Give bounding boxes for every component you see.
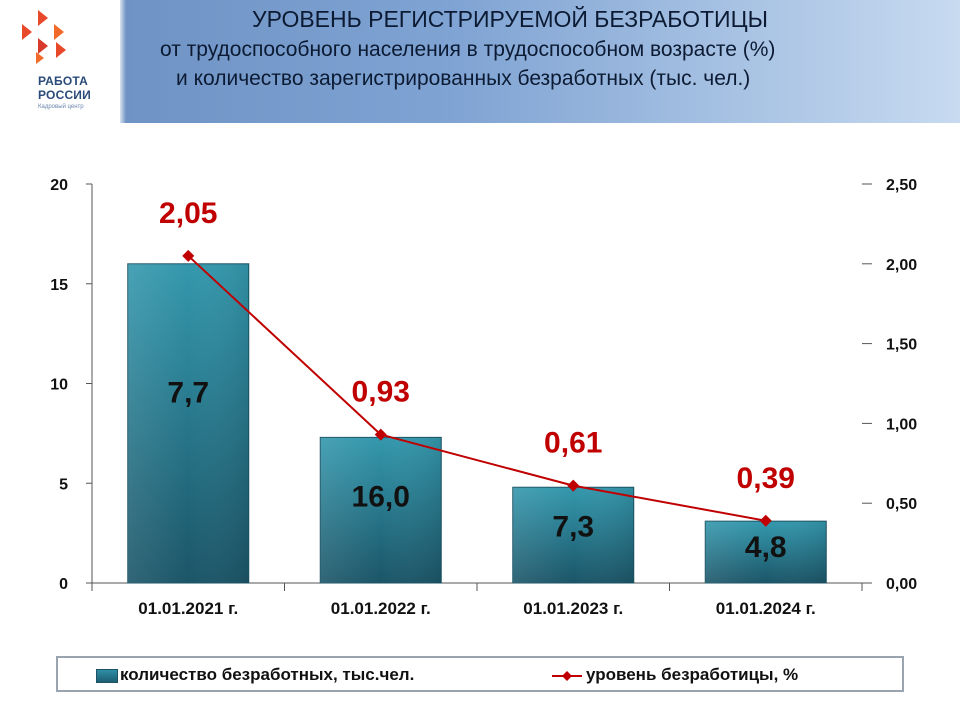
legend-label-bars: количество безработных, тыс.чел. (120, 665, 415, 684)
logo-icon (22, 10, 66, 64)
bar-data-label: 7,3 (552, 511, 594, 544)
left-axis-tick-label: 10 (50, 377, 68, 394)
bar-data-label: 7,7 (167, 376, 209, 409)
logo-chevron-5 (56, 42, 66, 58)
line-marker (182, 249, 195, 262)
line-marker (759, 514, 772, 527)
line-data-label: 0,93 (352, 376, 410, 409)
bar-data-label: 16,0 (352, 481, 410, 514)
logo-chevron-4 (38, 38, 48, 54)
line-series (182, 249, 772, 527)
right-axis-tick-label: 2,50 (886, 177, 917, 194)
line-data-label: 2,05 (159, 197, 217, 230)
data-labels: 7,7 16,0 7,3 4,8 2,05 0,93 0,61 0,39 (159, 197, 795, 564)
right-axis-tick-label: 1,00 (886, 416, 917, 433)
logo-chevron-6 (36, 52, 44, 64)
line-path (187, 255, 766, 522)
bar-shade (320, 437, 442, 583)
title-line2: от трудоспособного населения в трудоспос… (160, 38, 776, 61)
line-marker (374, 428, 387, 441)
bar-series (127, 263, 827, 584)
x-category-label: 01.01.2022 г. (331, 599, 431, 618)
header-band (0, 0, 960, 123)
left-axis-tick-label: 5 (59, 476, 68, 493)
line-marker (567, 479, 580, 492)
logo-text-line2: РОССИИ (38, 88, 91, 102)
logo-text-line1: РАБОТА (38, 74, 89, 88)
bar-shade (705, 521, 827, 583)
bar-data-label: 4,8 (745, 531, 787, 564)
legend-line-swatch (552, 671, 582, 681)
line-data-label: 0,61 (544, 427, 602, 460)
left-axis-tick-label: 0 (59, 576, 68, 593)
right-axis-tick-label: 1,50 (886, 337, 917, 354)
x-category-label: 01.01.2021 г. (138, 599, 238, 618)
left-axis-tick-label: 20 (50, 177, 68, 194)
right-axis-tick-label: 0,00 (886, 576, 917, 593)
title-line3: и количество зарегистрированных безработ… (176, 67, 751, 90)
left-axis-tick-label: 15 (50, 277, 68, 294)
line-data-label: 0,39 (737, 462, 795, 495)
logo: РАБОТА РОССИИ Кадровый центр (0, 0, 120, 123)
logo-subtext: Кадровый центр (38, 104, 84, 110)
x-category-label: 01.01.2024 г. (716, 599, 816, 618)
right-axis-tick-label: 0,50 (886, 496, 917, 513)
legend-label-line: уровень безработицы, % (586, 665, 799, 684)
logo-chevron-2 (22, 24, 32, 40)
x-category-label: 01.01.2023 г. (523, 599, 623, 618)
right-axis-tick-label: 2,00 (886, 257, 917, 274)
bar-shade (127, 263, 249, 583)
logo-chevron-1 (38, 10, 48, 26)
title-line1: УРОВЕНЬ РЕГИСТРИРУЕМОЙ БЕЗРАБОТИЦЫ (252, 6, 768, 32)
legend: количество безработных, тыс.чел. уровень… (56, 656, 904, 692)
logo-chevron-3 (54, 24, 64, 40)
bar-shade (512, 487, 634, 583)
legend-bar-swatch (96, 669, 118, 683)
